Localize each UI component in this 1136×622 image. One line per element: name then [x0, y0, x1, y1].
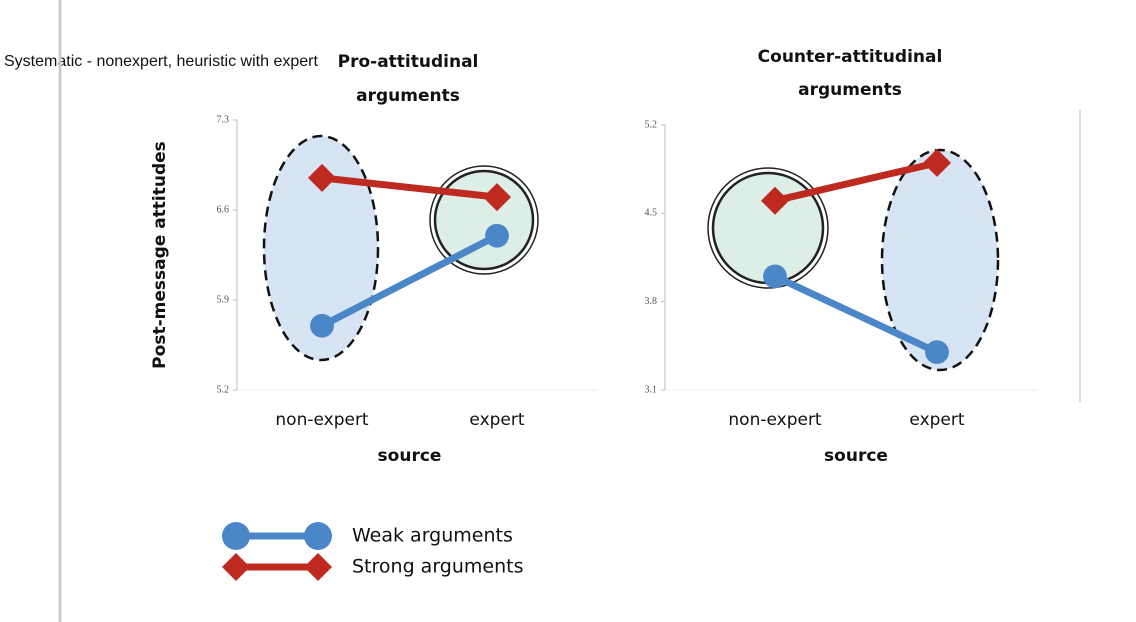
- x-tick-label: non-expert: [275, 410, 369, 430]
- y-tick-label: 5.9: [217, 294, 230, 305]
- series-line: [320, 232, 499, 329]
- legend-marker: [222, 553, 250, 581]
- note: Systematic - nonexpert, heuristic with e…: [4, 53, 318, 70]
- x-tick-label: expert: [909, 410, 964, 430]
- x-tick-label: expert: [469, 410, 524, 430]
- chart-title: Pro-attitudinal arguments: [338, 52, 479, 106]
- marker: [761, 186, 789, 215]
- y-tick-label: 3.1: [645, 384, 658, 395]
- y-tick-label: 7.3: [217, 114, 230, 125]
- marker: [763, 264, 787, 289]
- y-tick-label: 6.6: [217, 204, 230, 215]
- title-line: arguments: [798, 80, 902, 100]
- marker: [485, 223, 509, 248]
- annotation-circle: [429, 165, 539, 275]
- annotation-circle: [707, 167, 829, 289]
- legend-marker: [304, 522, 332, 550]
- y-tick-label: 3.8: [645, 296, 658, 307]
- legend-label: Strong arguments: [352, 556, 523, 578]
- y-axis-label: Post-message attitudes: [150, 141, 170, 369]
- series-line: [774, 159, 938, 205]
- chart-title: Counter-attitudinal arguments: [758, 47, 943, 100]
- x-tick-label: non-expert: [728, 410, 822, 430]
- legend-marker: [222, 522, 250, 550]
- marker: [308, 163, 336, 192]
- title-line: arguments: [356, 86, 460, 106]
- series-line: [773, 273, 939, 356]
- title-line: Counter-attitudinal: [758, 47, 943, 67]
- annotation-ellipse: [880, 148, 1000, 372]
- y-tick-label: 5.2: [217, 384, 230, 395]
- y-tick-label: 4.5: [645, 208, 658, 219]
- marker: [925, 340, 949, 365]
- x-axis-label: source: [824, 446, 888, 466]
- marker: [310, 313, 334, 338]
- legend-label: Weak arguments: [352, 525, 513, 547]
- annotation-circle: [711, 171, 825, 285]
- legend-marker: [304, 553, 332, 581]
- x-axis-label: source: [378, 446, 442, 466]
- series-line: [321, 174, 498, 201]
- y-tick-label: 5.2: [645, 119, 658, 130]
- marker: [483, 183, 511, 212]
- annotation-ellipse: [262, 134, 380, 362]
- annotation-circle: [433, 169, 535, 271]
- title-line: Pro-attitudinal: [338, 52, 479, 72]
- marker: [923, 148, 951, 177]
